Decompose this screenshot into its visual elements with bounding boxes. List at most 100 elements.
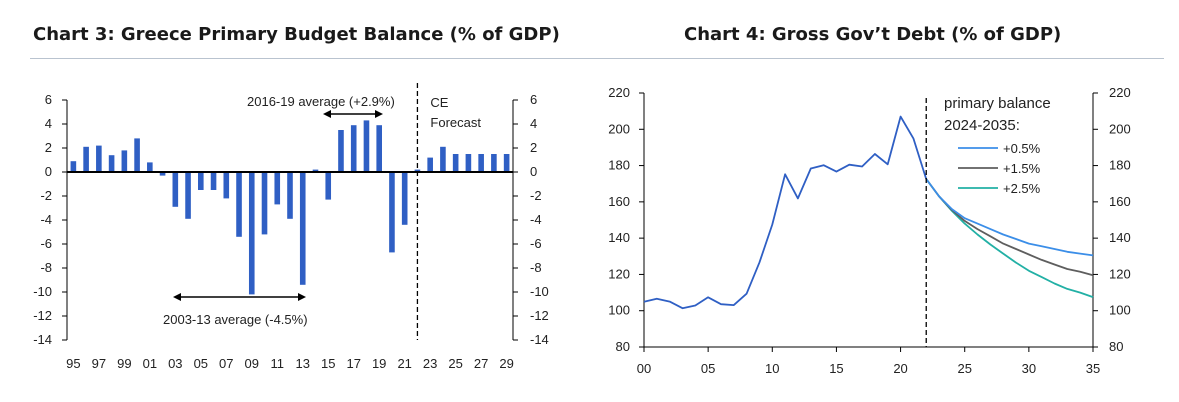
arrow-2003-13-head-right (298, 293, 306, 301)
x-tick-label: 21 (397, 356, 411, 371)
bar-26 (465, 154, 472, 172)
y-tick-label-left: 100 (608, 303, 630, 318)
x-tick-label: 20 (893, 361, 907, 376)
y-tick-label-right: -2 (530, 188, 542, 203)
x-tick-label: 95 (66, 356, 80, 371)
bar-03 (172, 172, 179, 207)
y-tick-label-left: 6 (45, 92, 52, 107)
chart3-title: Chart 3: Greece Primary Budget Balance (… (33, 24, 560, 45)
bar-18 (363, 120, 370, 172)
y-tick-label-right: 120 (1109, 266, 1131, 281)
bar-08 (236, 172, 242, 237)
y-tick-label-left: -14 (33, 332, 52, 347)
legend-title-line2: 2024-2035: (944, 117, 1020, 134)
bar-14 (312, 169, 319, 172)
bar-13 (299, 172, 306, 285)
x-tick-label: 01 (143, 356, 157, 371)
series-historical-line (643, 115, 928, 310)
bar-23 (427, 157, 433, 172)
bar-10 (261, 172, 268, 235)
x-tick-label: 15 (829, 361, 843, 376)
y-tick-label-right: -6 (530, 236, 542, 251)
bar-95 (70, 161, 77, 172)
x-tick-label: 15 (321, 356, 335, 371)
y-tick-label-right: 6 (530, 92, 537, 107)
bar-29 (503, 154, 510, 172)
bar-05 (198, 172, 204, 190)
bar-20 (389, 172, 395, 253)
bar-27 (478, 154, 484, 172)
bar-22 (414, 169, 421, 172)
x-tick-label: 00 (637, 361, 651, 376)
y-tick-label-right: -14 (530, 332, 549, 347)
bar-28 (491, 154, 497, 172)
annotation-2003-13-average: 2003-13 average (-4.5%) (163, 312, 308, 327)
bar-96 (83, 146, 89, 172)
bar-04 (185, 172, 191, 219)
arrow-2003-13-head-left (173, 293, 181, 301)
x-tick-label: 19 (372, 356, 386, 371)
y-tick-label-right: 4 (530, 116, 537, 131)
x-tick-label: 09 (245, 356, 259, 371)
y-tick-label-left: 220 (608, 85, 630, 100)
y-tick-label-right: 180 (1109, 158, 1131, 173)
bar-01 (147, 162, 153, 172)
bar-98 (108, 155, 115, 172)
x-tick-label: 27 (474, 356, 488, 371)
bar-19 (376, 125, 382, 172)
series-plus-1-5-line (925, 178, 1094, 277)
y-tick-label-left: 80 (616, 339, 630, 354)
x-tick-label: 99 (117, 356, 131, 371)
legend-label: +0.5% (1003, 141, 1041, 156)
y-tick-label-left: 2 (45, 140, 52, 155)
y-tick-label-right: 0 (530, 164, 537, 179)
bar-07 (223, 172, 230, 199)
x-tick-label: 25 (957, 361, 971, 376)
forecast-label-line1: CE (430, 95, 448, 110)
x-tick-label: 35 (1086, 361, 1100, 376)
header-rule (30, 58, 1164, 59)
y-tick-label-right: 100 (1109, 303, 1131, 318)
x-tick-label: 03 (168, 356, 182, 371)
bar-02 (159, 172, 166, 176)
bar-12 (287, 172, 293, 219)
x-tick-label: 23 (423, 356, 437, 371)
bar-06 (210, 172, 217, 190)
y-tick-label-left: -8 (40, 260, 52, 275)
chart4-title: Chart 4: Gross Gov’t Debt (% of GDP) (684, 24, 1062, 45)
bar-24 (440, 146, 446, 172)
x-tick-label: 97 (92, 356, 106, 371)
y-tick-label-right: -12 (530, 308, 549, 323)
x-tick-label: 07 (219, 356, 233, 371)
x-tick-label: 30 (1022, 361, 1036, 376)
legend-title-line1: primary balance (944, 95, 1051, 112)
legend-label: +2.5% (1003, 181, 1041, 196)
arrow-2016-19-head-left (323, 110, 331, 118)
y-tick-label-left: 180 (608, 158, 630, 173)
y-tick-label-right: 160 (1109, 194, 1131, 209)
bar-00 (134, 138, 140, 172)
bar-25 (452, 154, 459, 172)
y-tick-label-left: 4 (45, 116, 52, 131)
bar-15 (325, 172, 332, 200)
x-tick-label: 10 (765, 361, 779, 376)
bar-17 (350, 125, 357, 172)
y-tick-label-right: -8 (530, 260, 542, 275)
y-tick-label-right: 220 (1109, 85, 1131, 100)
x-tick-label: 25 (448, 356, 462, 371)
y-tick-label-right: 2 (530, 140, 537, 155)
y-tick-label-left: -4 (40, 212, 52, 227)
y-tick-label-right: -4 (530, 212, 542, 227)
y-tick-label-left: 200 (608, 121, 630, 136)
y-tick-label-left: 140 (608, 230, 630, 245)
x-tick-label: 05 (194, 356, 208, 371)
bar-21 (401, 172, 408, 225)
y-tick-label-left: -2 (40, 188, 52, 203)
x-tick-label: 05 (701, 361, 715, 376)
series-plus-0-5-line (925, 178, 1094, 257)
y-tick-label-left: -6 (40, 236, 52, 251)
arrow-2016-19-head-right (375, 110, 383, 118)
y-tick-label-left: 0 (45, 164, 52, 179)
legend-label: +1.5% (1003, 161, 1041, 176)
